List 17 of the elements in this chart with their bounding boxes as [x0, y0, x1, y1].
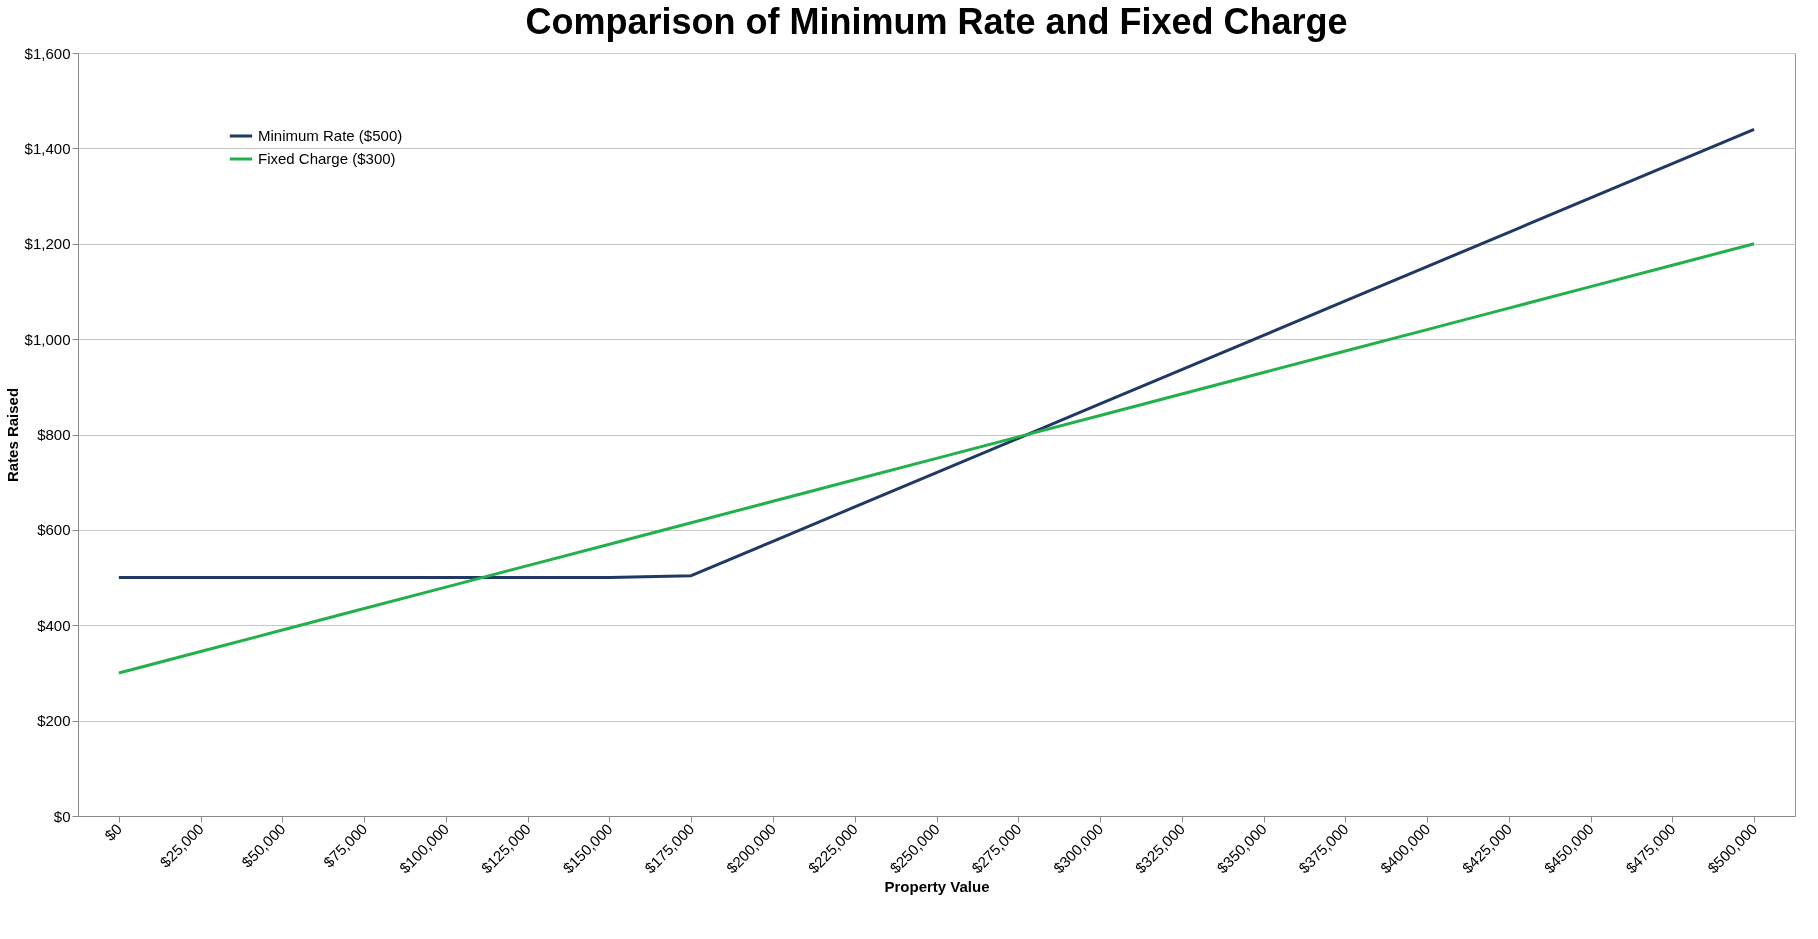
- legend-label: Minimum Rate ($500): [258, 127, 403, 144]
- y-tick-label: $800: [37, 426, 71, 443]
- y-tick-label: $1,600: [24, 44, 71, 62]
- line-series: [117, 127, 1756, 580]
- y-tick-label: $1,400: [24, 139, 71, 157]
- y-tick-label: $0: [53, 807, 71, 825]
- x-tick-label: $0: [101, 820, 126, 844]
- y-tick-label: $400: [37, 616, 71, 634]
- line-series: [117, 242, 1756, 675]
- x-axis-title: Property Value: [884, 878, 990, 896]
- y-tick-label: $1,000: [24, 330, 71, 348]
- legend-label: Fixed Charge ($300): [258, 150, 396, 167]
- chart-title: Comparison of Minimum Rate and Fixed Charge: [525, 1, 1348, 42]
- y-tick-label: $600: [37, 521, 71, 539]
- y-axis-title: Rates Raised: [3, 387, 21, 483]
- y-tick-label: $200: [37, 712, 71, 730]
- y-tick-label: $1,200: [24, 235, 71, 253]
